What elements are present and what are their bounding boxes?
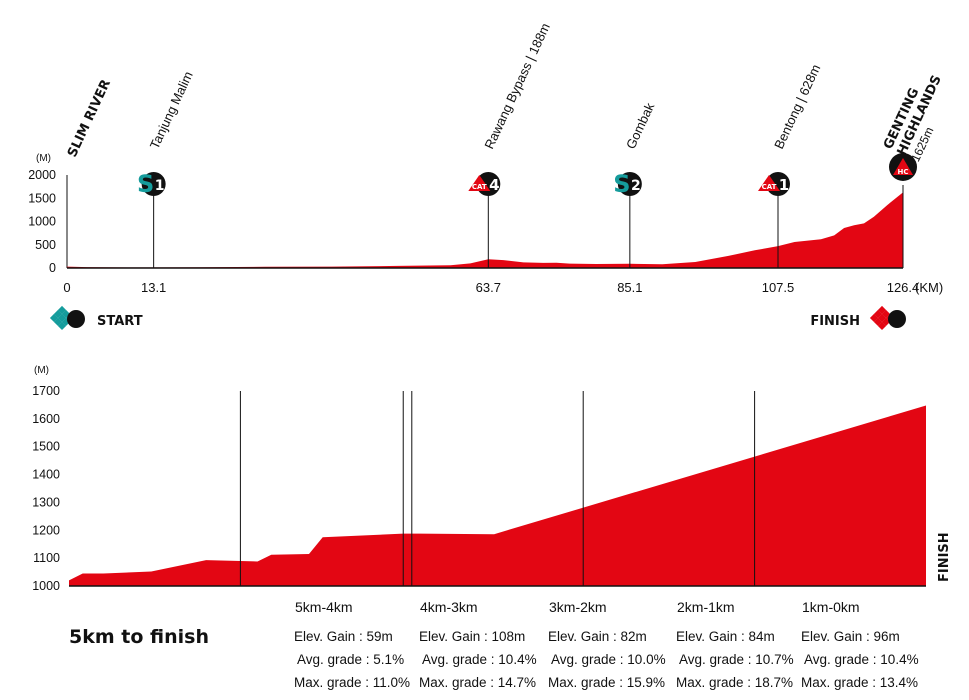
x-tick-label: 63.7 bbox=[476, 280, 501, 295]
poi-name: Bentong | 628m bbox=[771, 62, 823, 151]
segment-label: 3km-2km bbox=[549, 599, 607, 615]
x-tick-label: 126.4 bbox=[887, 280, 920, 295]
segment-max-grade: Max. grade : 11.0% bbox=[294, 675, 410, 690]
full-stage-chart: (M) (KM) 0 500 1000 1500 2000 0 13.1 63.7 85.1 107.… bbox=[28, 21, 945, 331]
segment-label: 5km-4km bbox=[295, 599, 353, 615]
final-5km-chart: (M) 1000 1100 1200 1300 1400 1500 1600 1700 FINIS… bbox=[32, 365, 952, 690]
poi-name-start: SLIM RIVER bbox=[65, 77, 114, 159]
sprint-number: 2 bbox=[631, 178, 641, 194]
hc-label: HC bbox=[898, 168, 909, 176]
mountain-icon bbox=[468, 175, 491, 191]
y-tick-label: 1500 bbox=[32, 440, 60, 454]
sprint-s-glyph: S bbox=[137, 170, 154, 198]
y-tick-label: 1000 bbox=[32, 579, 60, 593]
climb-cat: CAT bbox=[472, 183, 487, 191]
segment-max-grade: Max. grade : 18.7% bbox=[676, 675, 793, 690]
hc-mountain-icon bbox=[893, 158, 913, 175]
climb-number: 1 bbox=[779, 176, 789, 194]
y-tick-label: 1200 bbox=[32, 523, 60, 537]
elevation-area bbox=[69, 405, 926, 586]
finish-flag-icon bbox=[869, 305, 895, 331]
poi-name: Gombak bbox=[623, 100, 658, 151]
segment-label: 1km-0km bbox=[802, 599, 860, 615]
segment-elev-gain: Elev. Gain : 59m bbox=[294, 629, 393, 644]
y-tick-label: 1300 bbox=[32, 495, 60, 509]
start-circle-icon bbox=[67, 310, 85, 328]
poi-name: Tanjung Malim bbox=[147, 69, 196, 151]
y-tick-label: 1600 bbox=[32, 412, 60, 426]
segment-max-grade: Max. grade : 13.4% bbox=[801, 675, 918, 690]
sprint-number: 1 bbox=[155, 178, 165, 194]
finish-vertical-label: FINISH bbox=[937, 532, 952, 582]
y-tick-label: 1100 bbox=[33, 551, 60, 565]
segment-avg-grade: Avg. grade : 5.1% bbox=[297, 652, 404, 667]
climb-cat: CAT bbox=[762, 183, 777, 191]
segment-avg-grade: Avg. grade : 10.4% bbox=[804, 652, 919, 667]
y-tick-label: 1400 bbox=[32, 468, 60, 482]
segment-label: 2km-1km bbox=[677, 599, 735, 615]
elevation-area bbox=[67, 192, 903, 268]
diamond-square bbox=[877, 321, 887, 331]
segment-label: 4km-3km bbox=[420, 599, 478, 615]
segment-elev-gain: Elev. Gain : 84m bbox=[676, 629, 775, 644]
segment-elev-gain: Elev. Gain : 96m bbox=[801, 629, 900, 644]
sprint-s-glyph: S bbox=[613, 170, 630, 198]
poi-name: Rawang Bypass | 188m bbox=[481, 21, 553, 152]
y-tick-label: 1700 bbox=[32, 384, 60, 398]
y-axis-unit: (M) bbox=[34, 365, 49, 376]
y-tick-label: 1500 bbox=[28, 191, 56, 205]
segment-elev-gain: Elev. Gain : 82m bbox=[548, 629, 647, 644]
climb-number: 4 bbox=[489, 176, 499, 194]
segment-avg-grade: Avg. grade : 10.0% bbox=[551, 652, 666, 667]
y-tick-label: 0 bbox=[49, 261, 56, 275]
x-axis-unit: (KM) bbox=[915, 280, 943, 295]
segment-max-grade: Max. grade : 15.9% bbox=[548, 675, 665, 690]
x-tick-label: 85.1 bbox=[617, 280, 642, 295]
y-axis-unit: (M) bbox=[36, 153, 51, 164]
segment-avg-grade: Avg. grade : 10.7% bbox=[679, 652, 794, 667]
finish-circle-icon bbox=[888, 310, 906, 328]
sprint-marker-icon bbox=[617, 172, 642, 196]
mountain-icon bbox=[757, 175, 780, 191]
x-tick-label: 13.1 bbox=[141, 280, 166, 295]
segment-avg-grade: Avg. grade : 10.4% bbox=[422, 652, 537, 667]
segment-max-grade: Max. grade : 14.7% bbox=[419, 675, 536, 690]
y-tick-label: 500 bbox=[35, 238, 56, 252]
x-tick-label: 0 bbox=[63, 280, 70, 295]
sprint-marker-icon bbox=[141, 172, 166, 196]
finish-label: FINISH bbox=[810, 314, 860, 329]
final-km-title: 5km to finish bbox=[69, 626, 209, 648]
y-tick-label: 1000 bbox=[28, 215, 56, 229]
y-tick-label: 2000 bbox=[28, 168, 56, 182]
x-tick-label: 107.5 bbox=[762, 280, 795, 295]
segment-elev-gain: Elev. Gain : 108m bbox=[419, 629, 525, 644]
start-label: START bbox=[97, 314, 143, 329]
